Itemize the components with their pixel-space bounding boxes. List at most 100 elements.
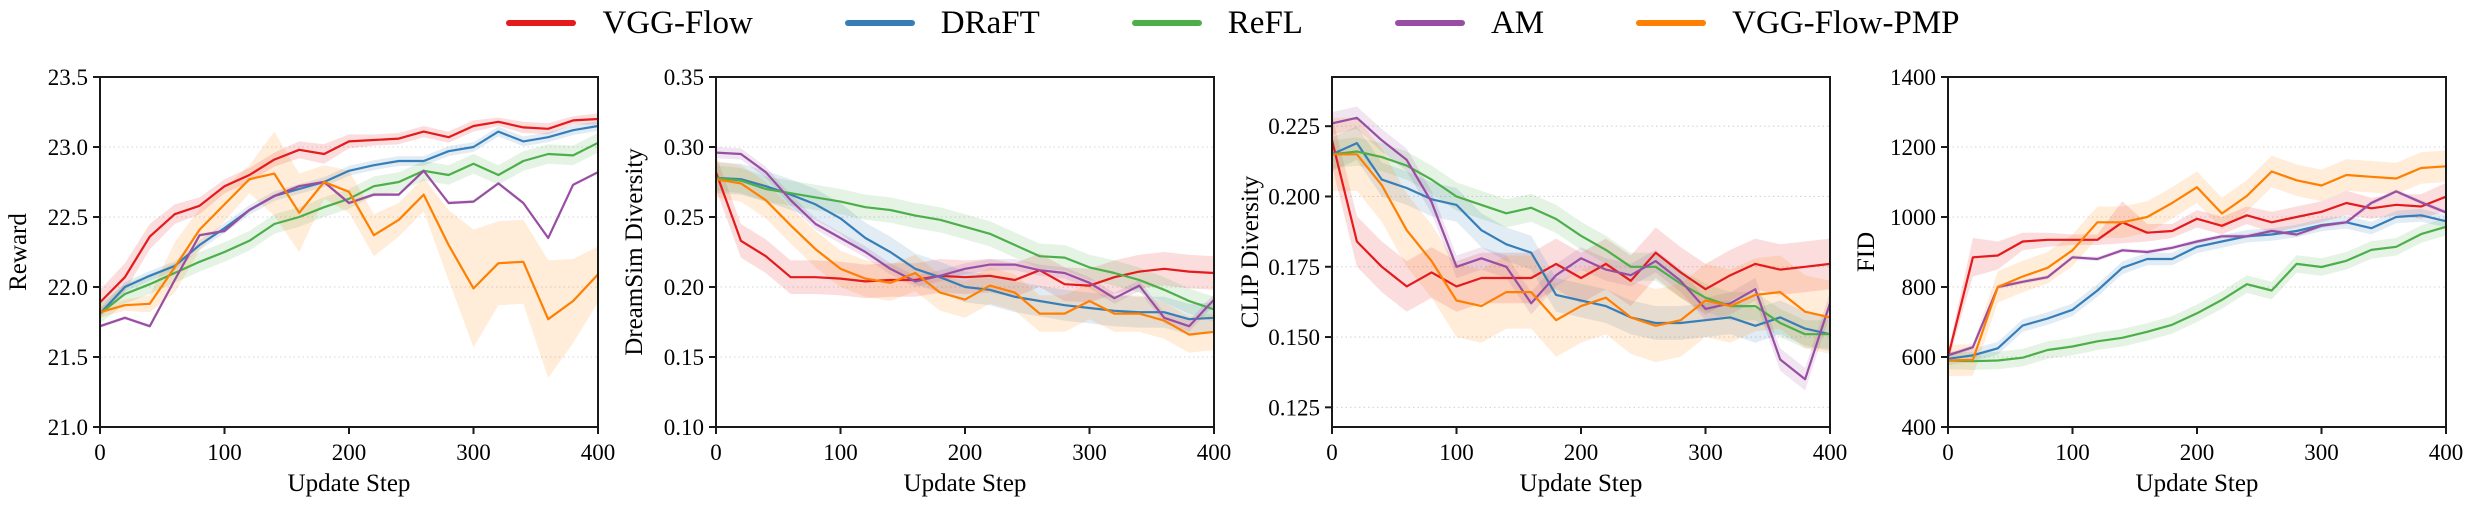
x-tick-label: 400	[581, 440, 616, 465]
x-tick-label: 300	[456, 440, 491, 465]
series-band-refl	[1948, 218, 2446, 370]
y-tick-label: 0.15	[664, 345, 704, 370]
legend-label: VGG-Flow	[602, 4, 753, 41]
charts-row: 21.0 21.5 22.0 22.5 23.0 23.5 0 100 200 300 400 Upd…	[0, 44, 2466, 512]
y-tick-label: 0.200	[1268, 184, 1320, 209]
y-tick-label: 1200	[1890, 135, 1936, 160]
x-tick-label: 0	[1942, 440, 1954, 465]
y-tick-label: 22.5	[48, 205, 88, 230]
series-band-vgg-flow-pmp	[1948, 150, 2446, 377]
y-axis-label: CLIP Diversity	[1237, 175, 1264, 328]
series-line-am	[1332, 116, 1830, 381]
legend-item-draft: DRaFT	[844, 4, 1040, 41]
legend-item-vgg-flow-pmp: VGG-Flow-PMP	[1636, 6, 1960, 40]
fid-plot: 400 600 800 1000 1200 1400 0 100 200 300 400 Update…	[1853, 65, 2464, 497]
series-line-am	[100, 169, 598, 328]
legend-swatch-icon	[1131, 20, 1202, 26]
x-axis-label: Update Step	[904, 470, 1027, 497]
series-band-draft	[716, 162, 1214, 335]
y-tick-label: 0.125	[1268, 395, 1320, 420]
plot-border	[1331, 76, 1831, 428]
y-tick-label: 0.175	[1268, 255, 1320, 280]
series-line-draft	[1332, 141, 1830, 336]
x-tick-label: 0	[710, 440, 722, 465]
chart-reward: 21.0 21.5 22.0 22.5 23.0 23.5 0 100 200 300 400 Upd…	[0, 44, 616, 512]
series-line-vgg-flow	[1948, 195, 2446, 359]
chart-clip-diversity: 0.125 0.150 0.175 0.200 0.225 0 100 200 300 400 Up…	[1232, 44, 1848, 512]
series-line-refl	[716, 176, 1214, 311]
x-tick-label: 200	[1564, 440, 1599, 465]
y-tick-label: 1000	[1890, 205, 1936, 230]
series-line-draft	[1948, 214, 2446, 360]
x-tick-label: 400	[1197, 440, 1232, 465]
y-tick-label: 600	[1902, 345, 1937, 370]
y-tick-label: 800	[1902, 275, 1937, 300]
series-band-refl	[1332, 137, 1830, 349]
chart-fid: 400 600 800 1000 1200 1400 0 100 200 300 400 Update…	[1848, 44, 2464, 512]
y-tick-label: 0.150	[1268, 325, 1320, 350]
series-line-vgg-flow-pmp	[100, 172, 598, 321]
legend-item-vgg-flow: VGG-Flow	[506, 4, 753, 41]
legend-item-am: AM	[1394, 4, 1545, 41]
y-tick-label: 23.5	[48, 65, 88, 90]
y-tick-label: 0.25	[664, 205, 704, 230]
y-axis-label: FID	[1853, 232, 1880, 272]
x-tick-label: 200	[948, 440, 983, 465]
y-tick-label: 0.35	[664, 65, 704, 90]
legend-swatch-icon	[506, 20, 577, 26]
series-line-vgg-flow	[100, 117, 598, 304]
legend: VGG-Flow DRaFT ReFL AM VGG-Flow-PMP	[0, 0, 2466, 44]
y-axis-label: Reward	[5, 213, 32, 291]
y-tick-label: 1400	[1890, 65, 1936, 90]
series-line-refl	[100, 141, 598, 315]
x-tick-label: 200	[332, 440, 367, 465]
legend-swatch-icon	[1636, 20, 1707, 26]
plot-border	[99, 76, 599, 428]
x-axis-label: Update Step	[288, 470, 411, 497]
y-axis-label: DreamSim Diversity	[621, 148, 648, 356]
series-line-am	[716, 151, 1214, 328]
legend-label: AM	[1490, 4, 1545, 41]
series-line-vgg-flow	[716, 171, 1214, 287]
y-tick-label: 400	[1902, 415, 1937, 440]
series-band-vgg-flow	[100, 113, 598, 316]
chart-dreamsim-diversity: 0.10 0.15 0.20 0.25 0.30 0.35 0 100 200 300 400 Upd…	[616, 44, 1232, 512]
y-tick-label: 0.225	[1268, 114, 1320, 139]
x-tick-label: 0	[1326, 440, 1338, 465]
legend-swatch-icon	[844, 20, 915, 26]
x-tick-label: 300	[1072, 440, 1107, 465]
series-line-vgg-flow-pmp	[1332, 153, 1830, 327]
x-tick-label: 200	[2180, 440, 2215, 465]
clip-diversity-plot: 0.125 0.150 0.175 0.200 0.225 0 100 200 300 400 Up…	[1237, 76, 1848, 497]
series-band-vgg-flow	[716, 155, 1214, 303]
x-tick-label: 0	[94, 440, 106, 465]
legend-label: ReFL	[1227, 4, 1303, 41]
series-line-draft	[100, 124, 598, 315]
legend-swatch-icon	[1394, 20, 1465, 26]
x-tick-label: 300	[1688, 440, 1723, 465]
x-tick-label: 300	[2304, 440, 2339, 465]
dreamsim-diversity-plot: 0.10 0.15 0.20 0.25 0.30 0.35 0 100 200 300 400 Upd…	[621, 65, 1232, 497]
series-band-draft	[1948, 208, 2446, 366]
series-band-refl	[100, 133, 598, 324]
series-line-draft	[716, 176, 1214, 321]
plot-border	[1947, 76, 2447, 428]
x-tick-label: 400	[2429, 440, 2464, 465]
y-tick-label: 0.10	[664, 415, 704, 440]
y-tick-label: 21.5	[48, 345, 88, 370]
legend-label: DRaFT	[940, 4, 1040, 41]
series-line-refl	[1332, 150, 1830, 336]
x-tick-label: 400	[1813, 440, 1848, 465]
series-line-vgg-flow-pmp	[1948, 165, 2446, 362]
reward-plot: 21.0 21.5 22.0 22.5 23.0 23.5 0 100 200 300 400 Upd…	[5, 65, 616, 497]
x-tick-label: 100	[207, 440, 242, 465]
series-line-vgg-flow-pmp	[716, 178, 1214, 336]
series-band-vgg-flow-pmp	[100, 131, 598, 378]
y-tick-label: 0.20	[664, 275, 704, 300]
x-axis-label: Update Step	[1520, 470, 1643, 497]
series-band-draft	[100, 121, 598, 319]
series-band-vgg-flow-pmp	[716, 161, 1214, 353]
x-tick-label: 100	[2055, 440, 2090, 465]
y-tick-label: 0.30	[664, 135, 704, 160]
